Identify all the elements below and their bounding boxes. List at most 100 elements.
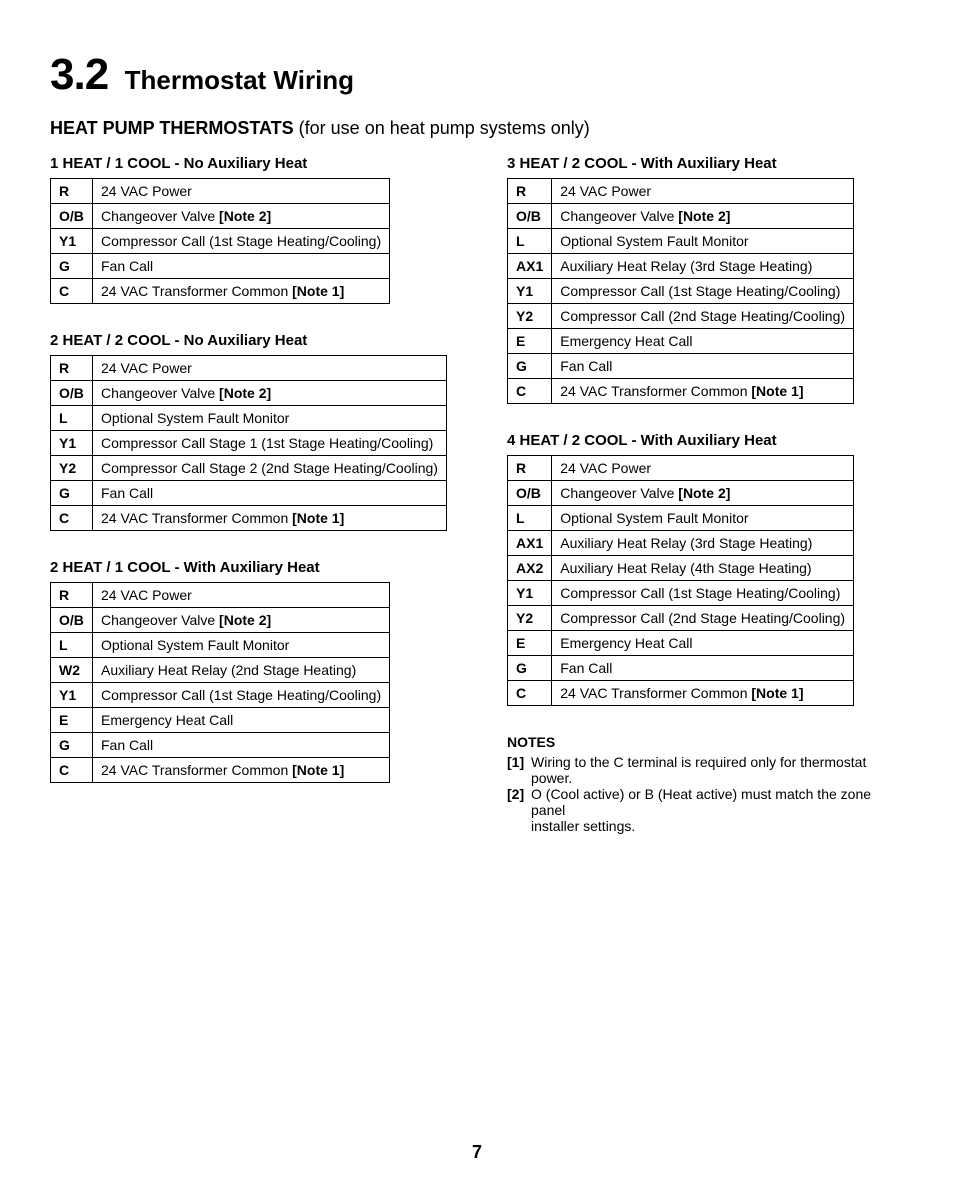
table-4h2c-aux: 4 HEAT / 2 COOL - With Auxiliary Heat R2…	[507, 432, 904, 706]
terminal-cell: O/B	[508, 204, 552, 229]
description-cell: Compressor Call (2nd Stage Heating/Cooli…	[552, 304, 854, 329]
description-text: Compressor Call Stage 2 (2nd Stage Heati…	[101, 460, 438, 476]
table-row: GFan Call	[508, 656, 854, 681]
terminal-cell: L	[508, 506, 552, 531]
table-row: O/BChangeover Valve [Note 2]	[51, 204, 390, 229]
description-text: 24 VAC Transformer Common	[560, 685, 751, 701]
note-reference: [Note 1]	[292, 510, 344, 526]
terminal-cell: AX1	[508, 254, 552, 279]
description-text: Fan Call	[101, 737, 153, 753]
table-row: LOptional System Fault Monitor	[51, 633, 390, 658]
terminal-cell: G	[51, 481, 93, 506]
terminal-cell: Y1	[508, 279, 552, 304]
terminal-cell: C	[51, 758, 93, 783]
table-row: O/BChangeover Valve [Note 2]	[51, 608, 390, 633]
note-text: O (Cool active) or B (Heat active) must …	[531, 786, 904, 818]
left-column: 1 HEAT / 1 COOL - No Auxiliary Heat R24 …	[50, 155, 447, 834]
description-cell: Compressor Call Stage 2 (2nd Stage Heati…	[93, 456, 447, 481]
terminal-cell: G	[51, 733, 93, 758]
terminal-cell: C	[51, 279, 93, 304]
right-column: 3 HEAT / 2 COOL - With Auxiliary Heat R2…	[507, 155, 904, 834]
description-cell: Changeover Valve [Note 2]	[93, 608, 390, 633]
description-cell: Fan Call	[552, 354, 854, 379]
description-text: 24 VAC Transformer Common	[101, 283, 292, 299]
description-cell: Changeover Valve [Note 2]	[552, 204, 854, 229]
table-row: R 24 VAC Power	[51, 356, 447, 381]
description-text: Optional System Fault Monitor	[560, 233, 748, 249]
note-item: [1]Wiring to the C terminal is required …	[507, 754, 904, 786]
description-cell: 24 VAC Transformer Common [Note 1]	[93, 279, 390, 304]
description-text: 24 VAC Power	[560, 460, 651, 476]
terminal-cell: E	[508, 329, 552, 354]
table-row: EEmergency Heat Call	[51, 708, 390, 733]
table-row: G Fan Call	[51, 733, 390, 758]
terminal-cell: Y1	[508, 581, 552, 606]
note-reference: [Note 2]	[219, 208, 271, 224]
table-row: AX2Auxiliary Heat Relay (4th Stage Heati…	[508, 556, 854, 581]
note-reference: [Note 1]	[751, 383, 803, 399]
section-header: 3.2 Thermostat Wiring	[50, 50, 904, 100]
notes-heading: NOTES	[507, 734, 904, 750]
wiring-table: R24 VAC PowerO/BChangeover Valve [Note 2…	[50, 178, 390, 304]
description-text: Compressor Call Stage 1 (1st Stage Heati…	[101, 435, 433, 451]
description-text: 24 VAC Power	[101, 360, 192, 376]
description-cell: Optional System Fault Monitor	[552, 229, 854, 254]
description-cell: 24 VAC Power	[93, 583, 390, 608]
table-row: R24 VAC Power	[51, 179, 390, 204]
terminal-cell: G	[508, 656, 552, 681]
table-row: LOptional System Fault Monitor	[508, 506, 854, 531]
notes-block: NOTES [1]Wiring to the C terminal is req…	[507, 734, 904, 834]
description-cell: Compressor Call (1st Stage Heating/Cooli…	[552, 279, 854, 304]
wiring-table: R 24 VAC Power O/BChangeover Valve [Note 2…	[50, 582, 390, 783]
terminal-cell: E	[51, 708, 93, 733]
description-text: Compressor Call (1st Stage Heating/Cooli…	[560, 283, 840, 299]
table-row: O/BChangeover Valve [Note 2]	[508, 481, 854, 506]
terminal-cell: O/B	[51, 204, 93, 229]
description-text: Fan Call	[560, 358, 612, 374]
terminal-cell: R	[51, 179, 93, 204]
terminal-cell: AX2	[508, 556, 552, 581]
page-number: 7	[0, 1142, 954, 1163]
description-text: 24 VAC Power	[101, 587, 192, 603]
description-cell: Emergency Heat Call	[552, 329, 854, 354]
description-cell: Fan Call	[93, 733, 390, 758]
table-row: Y1Compressor Call (1st Stage Heating/Coo…	[508, 581, 854, 606]
terminal-cell: Y2	[508, 606, 552, 631]
note-reference: [Note 1]	[751, 685, 803, 701]
description-text: 24 VAC Power	[560, 183, 651, 199]
terminal-cell: R	[51, 583, 93, 608]
table-row: C24 VAC Transformer Common [Note 1]	[51, 758, 390, 783]
terminal-cell: E	[508, 631, 552, 656]
table-title: 1 HEAT / 1 COOL - No Auxiliary Heat	[50, 155, 447, 172]
table-3h2c-aux: 3 HEAT / 2 COOL - With Auxiliary Heat R2…	[507, 155, 904, 404]
description-text: 24 VAC Transformer Common	[101, 762, 292, 778]
description-text: Auxiliary Heat Relay (3rd Stage Heating)	[560, 535, 812, 551]
description-cell: Optional System Fault Monitor	[93, 406, 447, 431]
table-title: 4 HEAT / 2 COOL - With Auxiliary Heat	[507, 432, 904, 449]
terminal-cell: O/B	[51, 608, 93, 633]
description-cell: Optional System Fault Monitor	[552, 506, 854, 531]
terminal-cell: L	[508, 229, 552, 254]
table-1h1c: 1 HEAT / 1 COOL - No Auxiliary Heat R24 …	[50, 155, 447, 304]
table-row: Y1Compressor Call (1st Stage Heating/Coo…	[51, 229, 390, 254]
terminal-cell: O/B	[508, 481, 552, 506]
description-cell: Compressor Call (1st Stage Heating/Cooli…	[93, 683, 390, 708]
table-row: R 24 VAC Power	[51, 583, 390, 608]
description-text: Fan Call	[101, 485, 153, 501]
description-cell: Auxiliary Heat Relay (3rd Stage Heating)	[552, 531, 854, 556]
note-item: [2]O (Cool active) or B (Heat active) mu…	[507, 786, 904, 818]
terminal-cell: Y1	[51, 431, 93, 456]
terminal-cell: R	[51, 356, 93, 381]
description-text: Changeover Valve	[101, 612, 219, 628]
description-cell: Compressor Call (2nd Stage Heating/Cooli…	[552, 606, 854, 631]
table-row: Y1 Compressor Call (1st Stage Heating/Coo…	[508, 279, 854, 304]
note-number: [1]	[507, 754, 531, 786]
notes-list: [1]Wiring to the C terminal is required …	[507, 754, 904, 834]
description-cell: 24 VAC Power	[552, 456, 854, 481]
description-cell: Compressor Call (1st Stage Heating/Cooli…	[552, 581, 854, 606]
description-cell: 24 VAC Transformer Common [Note 1]	[93, 506, 447, 531]
table-row: Y2Compressor Call (2nd Stage Heating/Coo…	[508, 606, 854, 631]
table-row: C24 VAC Transformer Common [Note 1]	[508, 379, 854, 404]
terminal-cell: W2	[51, 658, 93, 683]
description-text: Compressor Call (1st Stage Heating/Cooli…	[101, 233, 381, 249]
